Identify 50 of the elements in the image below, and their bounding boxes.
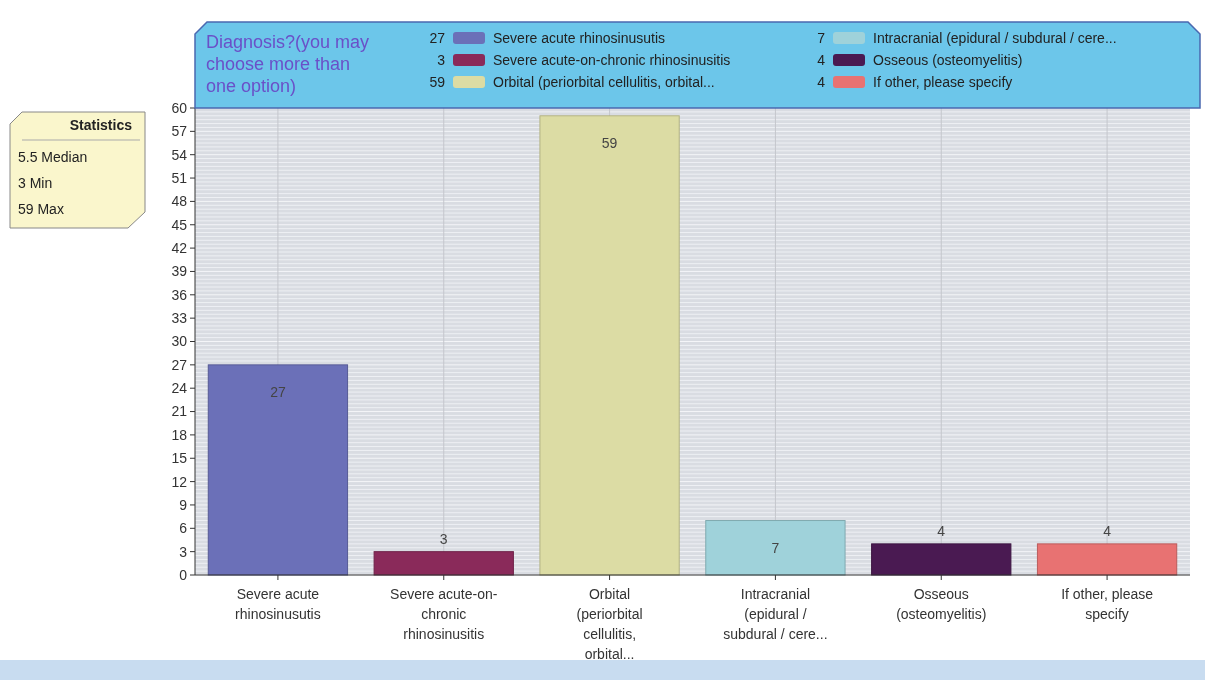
y-tick-label: 48	[171, 193, 188, 210]
y-tick-label: 57	[171, 123, 188, 140]
x-tick-label: Intracranial (epidural / subdural / cere...	[723, 586, 828, 642]
text: 59	[429, 73, 446, 90]
y-tick-label: 42	[171, 240, 188, 256]
x-tick-label: Orbital (periorbital cellulitis, orbital...	[576, 586, 643, 662]
y-tick-label: 24	[171, 380, 188, 397]
x-tick-label: If other, please specify	[1061, 586, 1154, 622]
y-tick-label: 12	[171, 473, 188, 490]
y-tick-label: 27	[171, 356, 188, 373]
text: 3 Min	[18, 175, 53, 191]
legend-label: Osseous (osteomyelitis)	[873, 51, 1023, 68]
y-tick-label: 51	[171, 169, 188, 186]
y-tick-label: 30	[171, 333, 188, 350]
legend-label: Orbital (periorbital cellulitis, orbital...	[493, 73, 715, 90]
data-label: 27	[270, 383, 286, 400]
chart-title: Diagnosis?(you may choose more than one option)	[206, 32, 370, 96]
text: 5.5 Median	[18, 149, 88, 165]
y-tick-label: 18	[171, 426, 188, 443]
y-tick-label: 3	[179, 543, 188, 560]
y-tick-label: 33	[171, 310, 188, 327]
text: 59 Max	[18, 201, 64, 217]
y-tick-label: 15	[171, 450, 188, 467]
y-tick-label: 36	[171, 286, 188, 303]
y-tick-label: 6	[179, 520, 188, 537]
y-tick-label: 54	[171, 146, 188, 163]
text: 4	[817, 51, 826, 68]
legend-label: Severe acute-on-chronic rhinosinusitis	[493, 51, 731, 68]
legend-label: Severe acute rhinosinusutis	[493, 29, 665, 46]
data-label: 59	[601, 134, 618, 151]
y-tick-label: 39	[171, 263, 188, 280]
legend-label: Intracranial (epidural / subdural / cere...	[873, 29, 1117, 46]
y-tick-label: 9	[179, 496, 188, 513]
y-tick-label: 0	[179, 566, 188, 583]
data-label: 7	[771, 539, 780, 556]
y-tick-label: 21	[171, 403, 188, 420]
y-tick-label: 60	[171, 99, 188, 116]
legend-label: If other, please specify	[873, 73, 1013, 90]
data-label: 4	[937, 522, 946, 539]
data-label: 4	[1103, 522, 1112, 539]
text: Statistics	[69, 117, 133, 133]
text: 27	[429, 29, 446, 46]
text: 7	[817, 29, 826, 46]
x-tick-label: Severe acute-on-chronic rhinosinusitis	[390, 586, 498, 642]
data-label: 3	[439, 530, 448, 547]
x-tick-label: Severe acute rhinosinusutis	[235, 586, 321, 622]
y-tick-label: 45	[171, 216, 188, 233]
x-tick-label: Osseous (osteomyelitis)	[896, 586, 987, 622]
text: 3	[437, 51, 446, 68]
text: 4	[817, 73, 826, 90]
